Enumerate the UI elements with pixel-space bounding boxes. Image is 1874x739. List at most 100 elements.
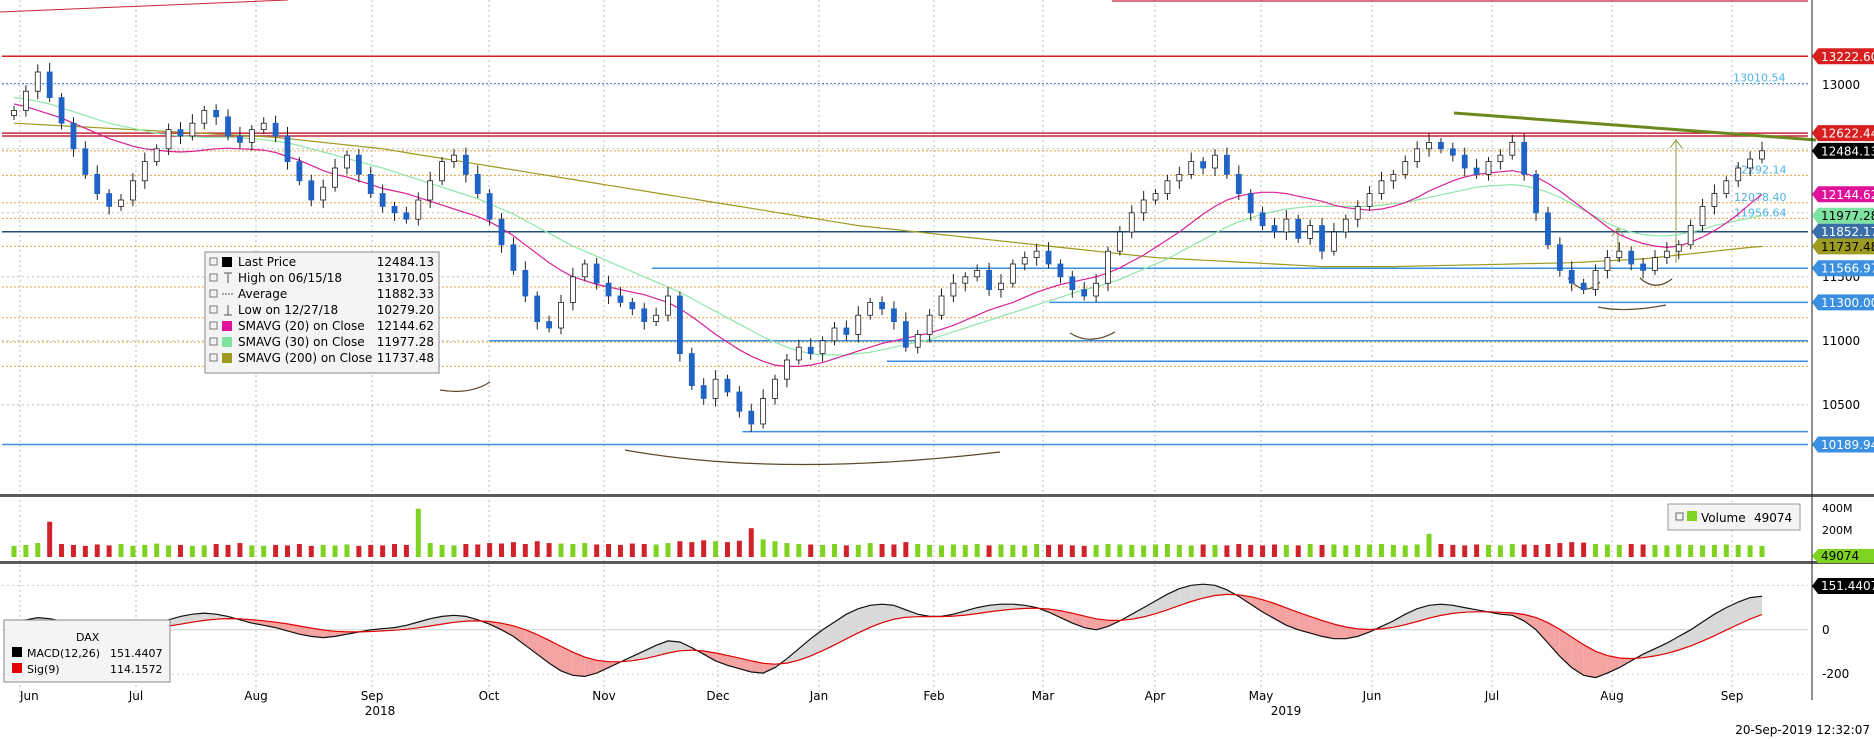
macd-histogram-fill bbox=[751, 660, 764, 674]
volume-bar bbox=[1295, 545, 1301, 557]
price-tag bbox=[1812, 48, 1874, 65]
volume-bar bbox=[1271, 544, 1277, 557]
macd-histogram-fill bbox=[1286, 607, 1299, 630]
candle-body bbox=[1045, 250, 1052, 265]
candle-body bbox=[201, 110, 208, 124]
volume-bar bbox=[320, 544, 326, 557]
candle-body bbox=[1116, 231, 1123, 252]
volume-bar bbox=[1569, 542, 1575, 557]
macd-histogram-fill bbox=[644, 645, 657, 659]
macd-histogram-fill bbox=[180, 614, 193, 625]
resistance-trendline bbox=[1453, 111, 1817, 142]
level-annotation: 11956.64 bbox=[1734, 206, 1787, 219]
volume-bar bbox=[1509, 544, 1515, 557]
volume-bar bbox=[118, 544, 124, 557]
volume-bar bbox=[582, 543, 588, 557]
candle-body bbox=[415, 199, 422, 220]
volume-bar bbox=[1319, 544, 1325, 557]
candle-body bbox=[677, 295, 683, 354]
volume-tick-label: 200M bbox=[1822, 524, 1853, 537]
macd-histogram-fill bbox=[846, 608, 859, 639]
volume-bar bbox=[1557, 543, 1563, 557]
candle-body bbox=[1735, 167, 1742, 182]
legend-value: 11737.48 bbox=[377, 351, 434, 365]
macd-histogram-fill bbox=[727, 655, 740, 669]
volume-bar bbox=[748, 528, 754, 557]
candle-body bbox=[189, 122, 196, 137]
macd-tag-label: 151.4407 bbox=[1821, 579, 1874, 593]
volume-bar bbox=[1426, 533, 1432, 557]
macd-tag bbox=[1812, 578, 1874, 594]
volume-bar bbox=[570, 544, 576, 557]
volume-bar bbox=[1711, 544, 1717, 557]
volume-swatch bbox=[1687, 511, 1697, 521]
macd-histogram-fill bbox=[763, 663, 776, 674]
candle-body bbox=[1414, 148, 1421, 163]
macd-histogram-fill bbox=[1405, 608, 1418, 625]
candle-body bbox=[1616, 250, 1623, 258]
candle-body bbox=[1140, 199, 1147, 214]
volume-bar bbox=[629, 543, 635, 557]
candle-body bbox=[225, 116, 231, 137]
price-tag-label: 10189.94 bbox=[1821, 438, 1874, 452]
candle-body bbox=[1390, 173, 1397, 182]
macd-histogram-fill bbox=[739, 658, 752, 672]
candle-body bbox=[1378, 180, 1385, 195]
macd-histogram-fill bbox=[1084, 616, 1097, 630]
volume-bar bbox=[760, 539, 766, 557]
candle-body bbox=[1307, 225, 1314, 239]
macd-histogram-fill bbox=[715, 652, 728, 666]
volume-bar bbox=[1521, 544, 1527, 557]
volume-bar bbox=[1164, 544, 1170, 557]
volume-bar bbox=[47, 521, 53, 557]
legend-high-marker bbox=[224, 272, 232, 283]
macd-histogram-fill bbox=[1298, 612, 1311, 634]
volume-bar bbox=[1355, 544, 1361, 557]
month-label: Apr bbox=[1145, 689, 1166, 703]
macd-histogram-fill bbox=[216, 614, 229, 620]
macd-histogram-fill bbox=[1262, 599, 1275, 619]
volume-bar bbox=[915, 544, 921, 557]
volume-bar bbox=[1367, 544, 1373, 557]
volume-bar bbox=[1450, 544, 1456, 557]
price-tag bbox=[1812, 125, 1874, 142]
candle-body bbox=[1366, 193, 1373, 207]
candle-body bbox=[569, 276, 576, 303]
volume-bar bbox=[1759, 545, 1765, 557]
macd-histogram-fill bbox=[1750, 596, 1762, 620]
candle-body bbox=[1461, 154, 1468, 169]
volume-bar bbox=[1248, 544, 1254, 557]
candle-body bbox=[1711, 193, 1718, 207]
candle-body bbox=[106, 193, 113, 207]
volume-bar bbox=[1022, 545, 1028, 557]
volume-bar bbox=[1081, 545, 1087, 557]
price-tick-label: 10500 bbox=[1822, 398, 1860, 412]
candle-body bbox=[938, 295, 945, 316]
volume-bar bbox=[177, 544, 183, 557]
candle-body bbox=[510, 244, 517, 271]
macd-histogram-fill bbox=[1702, 614, 1715, 642]
volume-bar bbox=[1034, 544, 1040, 557]
macd-histogram-fill bbox=[1738, 597, 1751, 625]
candle-body bbox=[688, 353, 695, 387]
macd-histogram-fill bbox=[1524, 614, 1537, 630]
candle-body bbox=[831, 327, 838, 342]
candle-body bbox=[344, 154, 350, 169]
sma30-line bbox=[13, 97, 1763, 356]
volume-legend-label: Volume bbox=[1701, 511, 1746, 525]
candle-body bbox=[498, 218, 505, 246]
candle-body bbox=[248, 129, 255, 143]
arc-aug-right bbox=[1639, 277, 1673, 286]
volume-bar bbox=[891, 544, 897, 557]
volume-bar bbox=[1593, 544, 1599, 557]
volume-bar bbox=[1688, 544, 1694, 557]
macd-histogram-fill bbox=[989, 604, 1001, 612]
macd-panel bbox=[13, 583, 1763, 679]
volume-legend-value: 49074 bbox=[1754, 511, 1792, 525]
macd-histogram-fill bbox=[1250, 596, 1263, 612]
volume-bar bbox=[594, 544, 600, 557]
signal-line bbox=[13, 593, 1763, 665]
legend-value: 12484.13 bbox=[377, 255, 434, 269]
candle-body bbox=[1295, 218, 1302, 239]
volume-bar bbox=[879, 544, 885, 557]
